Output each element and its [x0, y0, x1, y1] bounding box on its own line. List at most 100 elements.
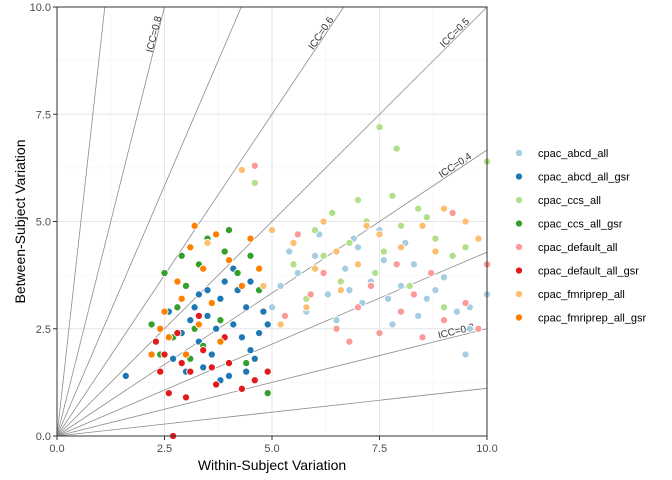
legend-item: cpac_abcd_all — [514, 148, 608, 160]
data-point — [461, 217, 470, 226]
y-axis-title: Between-Subject Variation — [12, 140, 28, 304]
data-point — [151, 337, 160, 346]
data-point — [388, 320, 397, 329]
data-point — [306, 290, 315, 299]
data-point — [461, 243, 470, 252]
data-point — [233, 268, 242, 278]
data-point — [212, 380, 221, 389]
data-point — [250, 376, 259, 385]
data-point — [121, 371, 130, 380]
data-point — [276, 320, 285, 329]
legend-label: cpac_default_all — [538, 242, 618, 254]
data-point — [263, 367, 272, 376]
data-point — [310, 264, 320, 273]
data-point — [156, 324, 165, 333]
data-point — [177, 359, 186, 368]
legend-label: cpac_ccs_all — [538, 195, 601, 207]
icc-line — [56, 149, 488, 437]
legend: cpac_abcd_all cpac_abcd_all_gsr cpac_ccs_a… — [514, 148, 647, 325]
data-point — [203, 238, 212, 247]
data-point — [310, 251, 320, 260]
data-point — [448, 208, 457, 217]
y-tick-label: 0.0 — [36, 431, 51, 443]
data-point — [194, 320, 203, 329]
y-tick-label: 5.0 — [36, 217, 51, 229]
data-point — [237, 384, 246, 393]
data-point — [319, 217, 328, 226]
data-point — [263, 320, 272, 329]
data-point — [353, 303, 363, 312]
data-point — [396, 307, 406, 316]
data-point — [448, 251, 457, 260]
data-point — [224, 226, 234, 235]
icc-line-label: ICC=0.5 — [438, 16, 472, 50]
data-point — [293, 268, 302, 278]
data-point — [173, 328, 182, 338]
data-point — [216, 316, 225, 325]
data-point — [353, 260, 363, 269]
data-point — [186, 367, 195, 376]
data-point — [237, 165, 246, 175]
x-tick-label: 10.0 — [476, 443, 497, 455]
data-point — [396, 243, 406, 252]
x-tick-label: 2.5 — [157, 443, 172, 455]
data-point — [431, 286, 440, 295]
data-point — [246, 277, 255, 286]
data-point — [212, 230, 221, 239]
data-point — [267, 226, 277, 235]
data-point — [216, 294, 225, 303]
data-point — [220, 277, 229, 286]
data-point — [392, 260, 401, 269]
legend-swatch — [514, 289, 524, 299]
legend-label: cpac_fmriprep_all — [538, 289, 625, 301]
data-point — [332, 324, 341, 333]
data-point — [375, 123, 384, 132]
data-point — [345, 337, 354, 346]
data-point — [186, 243, 195, 252]
data-point — [353, 243, 363, 252]
data-point — [164, 333, 173, 342]
data-point — [388, 191, 397, 200]
legend-item: cpac_ccs_all_gsr — [514, 219, 623, 231]
icc-line — [56, 328, 488, 437]
data-point — [409, 260, 418, 269]
data-point — [246, 234, 255, 243]
y-tick-label: 2.5 — [36, 324, 51, 336]
data-point — [396, 281, 406, 290]
data-point — [474, 234, 483, 243]
y-tick-label: 7.5 — [36, 109, 51, 121]
data-point — [173, 303, 182, 312]
data-point — [224, 371, 234, 380]
data-point — [280, 311, 289, 320]
data-point — [293, 230, 302, 239]
data-point — [250, 161, 259, 170]
data-point — [439, 303, 449, 312]
data-point — [203, 286, 212, 295]
icc-line — [56, 6, 106, 437]
legend-item: cpac_fmriprep_all_gsr — [514, 313, 647, 325]
data-point — [392, 144, 401, 153]
data-point — [164, 389, 173, 398]
data-point — [405, 281, 414, 290]
legend-item: cpac_abcd_all_gsr — [514, 172, 630, 184]
data-point — [341, 264, 350, 273]
icc-line-label: ICC=0.6 — [307, 15, 337, 52]
data-point — [207, 363, 216, 372]
data-point — [310, 226, 320, 235]
data-point — [345, 286, 354, 295]
data-point — [418, 221, 427, 230]
data-point — [156, 367, 165, 376]
data-point — [242, 303, 251, 312]
data-point — [302, 303, 311, 312]
data-point — [224, 256, 234, 265]
data-point — [224, 359, 234, 368]
data-point — [328, 208, 337, 217]
axes: 0.0 2.5 5.0 7.5 10.0 0.0 2.5 5.0 7.5 10.0 — [30, 2, 498, 455]
data-point — [461, 350, 470, 359]
data-point — [177, 251, 186, 260]
data-point — [190, 221, 199, 230]
data-point — [319, 251, 328, 260]
data-point — [332, 247, 341, 256]
legend-item: cpac_fmriprep_all — [514, 289, 625, 301]
